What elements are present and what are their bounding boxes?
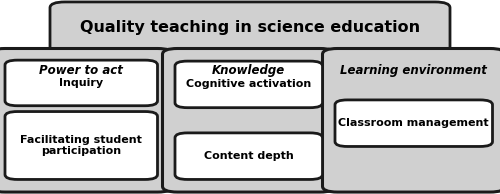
FancyBboxPatch shape bbox=[162, 48, 335, 192]
FancyBboxPatch shape bbox=[50, 2, 450, 52]
FancyBboxPatch shape bbox=[0, 48, 172, 192]
Text: Power to act: Power to act bbox=[40, 64, 123, 77]
FancyBboxPatch shape bbox=[5, 60, 158, 106]
Text: Quality teaching in science education: Quality teaching in science education bbox=[80, 20, 420, 35]
Text: Learning environment: Learning environment bbox=[340, 64, 487, 77]
FancyBboxPatch shape bbox=[335, 100, 492, 146]
Text: Classroom management: Classroom management bbox=[338, 118, 489, 128]
FancyBboxPatch shape bbox=[322, 48, 500, 192]
Text: Knowledge: Knowledge bbox=[212, 64, 286, 77]
Text: Facilitating student
participation: Facilitating student participation bbox=[20, 135, 142, 156]
FancyBboxPatch shape bbox=[175, 133, 322, 179]
Text: Content depth: Content depth bbox=[204, 151, 294, 161]
Text: Inquiry: Inquiry bbox=[59, 78, 104, 88]
FancyBboxPatch shape bbox=[175, 61, 322, 108]
Text: Cognitive activation: Cognitive activation bbox=[186, 79, 312, 89]
FancyBboxPatch shape bbox=[5, 112, 158, 179]
